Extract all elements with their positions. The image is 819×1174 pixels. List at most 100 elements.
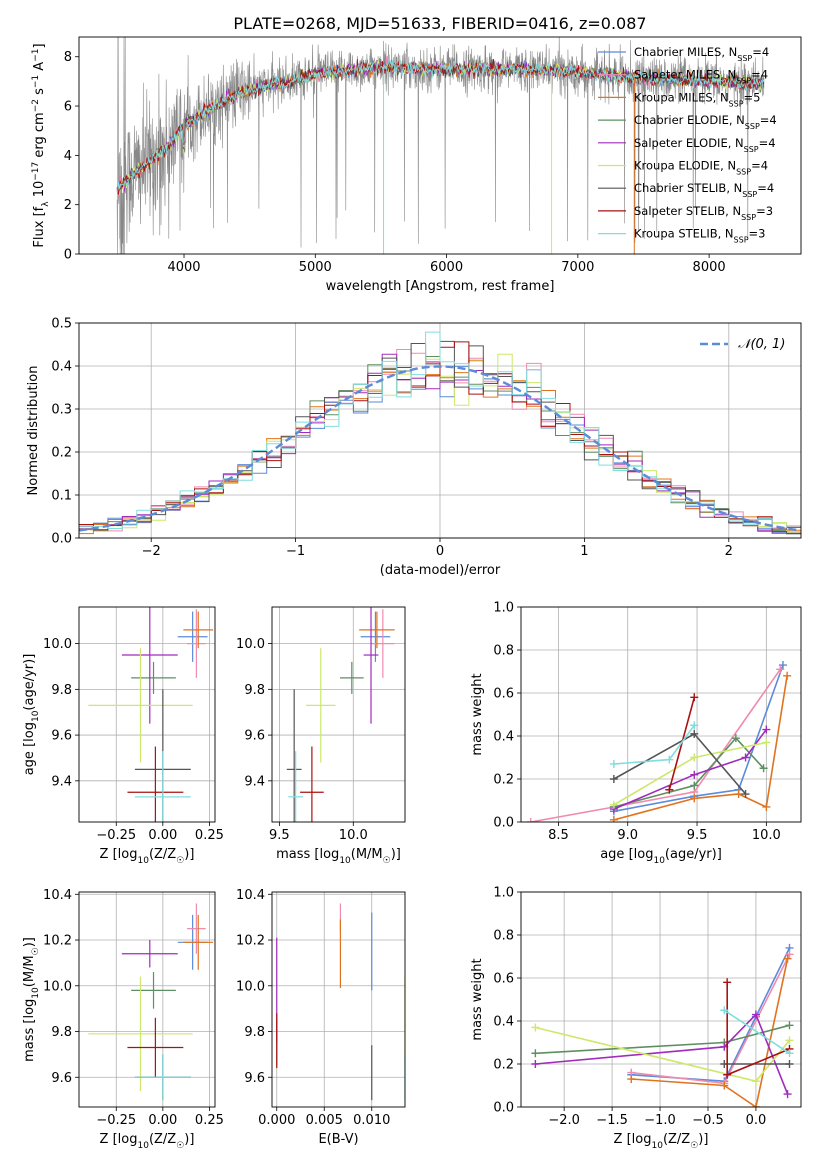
x-tick-label: 9.5 xyxy=(687,828,708,843)
x-tick-label: −1.5 xyxy=(596,1113,628,1128)
weight-point-marker xyxy=(751,1103,760,1107)
y-tick-label: 9.8 xyxy=(51,683,72,698)
x-tick-label: 9.5 xyxy=(269,828,290,843)
weight-point-marker xyxy=(531,1060,540,1068)
y-axis-label: Normed distribution xyxy=(26,366,41,496)
x-axis-label: Z [log10(Z/Z☉)] xyxy=(614,1132,709,1151)
weight-point-marker xyxy=(690,729,699,738)
figure-title: PLATE=0268, MJD=51633, FIBERID=0416, z=0… xyxy=(233,14,646,33)
weight-series-line xyxy=(613,664,784,813)
y-tick-label: 9.4 xyxy=(51,774,72,789)
legend-entry: Salpeter ELODIE, NSSP=4 xyxy=(634,136,776,154)
weight-point-marker xyxy=(690,794,699,803)
y-tick-label: 10.2 xyxy=(236,934,265,949)
x-tick-label: 10.0 xyxy=(339,828,368,843)
y-tick-label: 0.6 xyxy=(493,687,514,702)
weight-point-marker xyxy=(785,1021,794,1030)
weight-point-marker xyxy=(776,665,785,674)
weight-point-marker xyxy=(665,785,674,794)
panel-mass_vs_ebv: 0.000 0.005 0.010 9.6 9.8 10.0 10.2 10.4 E(B-V) xyxy=(236,888,406,1147)
plot-area xyxy=(531,943,794,1107)
x-tick-label: 4000 xyxy=(167,260,200,275)
legend-entry: Kroupa ELODIE, NSSP=4 xyxy=(634,159,768,177)
x-tick-label: −2.0 xyxy=(548,1113,580,1128)
plot-area xyxy=(88,607,214,822)
y-axis-label: mass weight xyxy=(470,958,485,1040)
plot-area xyxy=(526,661,792,822)
weight-point-marker xyxy=(762,738,771,747)
y-tick-label: 9.4 xyxy=(244,774,265,789)
y-tick-label: 0.2 xyxy=(51,446,72,461)
y-tick-label: 0.6 xyxy=(493,972,514,987)
x-tick-label: 0.010 xyxy=(353,1113,390,1128)
y-tick-label: 0.4 xyxy=(493,1015,514,1030)
weight-point-marker xyxy=(751,1077,760,1086)
spectrum-legend: Chabrier MILES, NSSP=4 Salpeter MILES, NS… xyxy=(598,45,777,244)
y-tick-label: 4 xyxy=(64,149,72,164)
y-tick-label: 2 xyxy=(64,198,72,213)
x-tick-label: 0.25 xyxy=(195,1113,224,1128)
plot-area xyxy=(116,37,765,254)
weight-point-marker xyxy=(690,781,699,790)
plot-area xyxy=(88,903,214,1101)
x-tick-label: 9.0 xyxy=(617,828,638,843)
axes-frame xyxy=(78,606,216,823)
axes-frame xyxy=(78,36,802,255)
legend-entry: Chabrier MILES, NSSP=4 xyxy=(634,45,769,63)
x-tick-label: 0.005 xyxy=(306,1113,343,1128)
x-axis-label: wavelength [Angstrom, rest frame] xyxy=(326,279,555,294)
y-tick-label: 8 xyxy=(64,50,72,65)
y-tick-label: 0.8 xyxy=(493,644,514,659)
legend-entry: Salpeter MILES, NSSP=4 xyxy=(634,68,768,86)
y-axis-label: mass weight xyxy=(470,673,485,755)
weight-series-line xyxy=(631,958,789,1107)
weight-series-line xyxy=(530,668,781,822)
weight-point-marker xyxy=(731,734,740,743)
y-tick-label: 10.4 xyxy=(43,888,72,903)
weight-point-marker xyxy=(531,1023,540,1032)
x-axis-label: age [log10(age/yr)] xyxy=(600,847,722,866)
x-axis-label: mass [log10(M/M☉)] xyxy=(276,847,401,866)
weight-point-marker xyxy=(526,818,535,822)
weight-point-marker xyxy=(785,950,794,959)
weight-point-marker xyxy=(720,1081,729,1090)
y-tick-label: 9.8 xyxy=(244,683,265,698)
x-tick-label: 0 xyxy=(436,544,444,559)
weight-point-marker xyxy=(531,1049,540,1058)
x-tick-label: 7000 xyxy=(561,260,594,275)
x-tick-label: −1.0 xyxy=(644,1113,676,1128)
weight-point-marker xyxy=(783,671,792,680)
weight-point-marker xyxy=(690,693,699,702)
weight-point-marker xyxy=(783,954,792,963)
y-axis-label: mass [log10(M/M☉)] xyxy=(22,937,41,1062)
weight-point-marker xyxy=(723,978,732,987)
y-tick-label: 6 xyxy=(64,100,72,115)
x-axis-label: Z [log10(Z/Z☉)] xyxy=(100,1132,195,1151)
y-tick-label: 0.4 xyxy=(493,730,514,745)
x-tick-label: 0.0 xyxy=(746,1113,767,1128)
axes-frame xyxy=(271,606,406,823)
axes-frame xyxy=(271,891,406,1108)
x-tick-label: 0.00 xyxy=(148,828,177,843)
normal-curve xyxy=(79,365,799,532)
y-tick-label: 10.0 xyxy=(43,979,72,994)
spectrum-model-line xyxy=(116,59,765,194)
y-axis-label: age [log10(age/yr)] xyxy=(22,654,41,776)
y-tick-label: 10.0 xyxy=(236,979,265,994)
x-tick-label: 0.000 xyxy=(258,1113,295,1128)
y-tick-label: 9.6 xyxy=(244,1071,265,1086)
weight-point-marker xyxy=(785,1036,794,1045)
x-axis-label: E(B-V) xyxy=(318,1132,358,1147)
weight-point-marker xyxy=(609,759,618,768)
x-tick-label: −0.25 xyxy=(96,828,136,843)
axes-frame xyxy=(78,322,802,539)
y-tick-label: 10.0 xyxy=(236,637,265,652)
weight-point-marker xyxy=(734,790,743,799)
weight-point-marker xyxy=(741,753,750,762)
legend-entry: Kroupa STELIB, NSSP=3 xyxy=(634,227,765,245)
x-tick-label: −0.5 xyxy=(692,1113,724,1128)
weight-point-marker xyxy=(759,764,768,773)
panel-residuals: −2 −1 0 1 2 0.0 0.1 0.2 0.3 0.4 0.5 (data-model)/er… xyxy=(26,317,802,578)
axes-frame xyxy=(78,891,216,1108)
